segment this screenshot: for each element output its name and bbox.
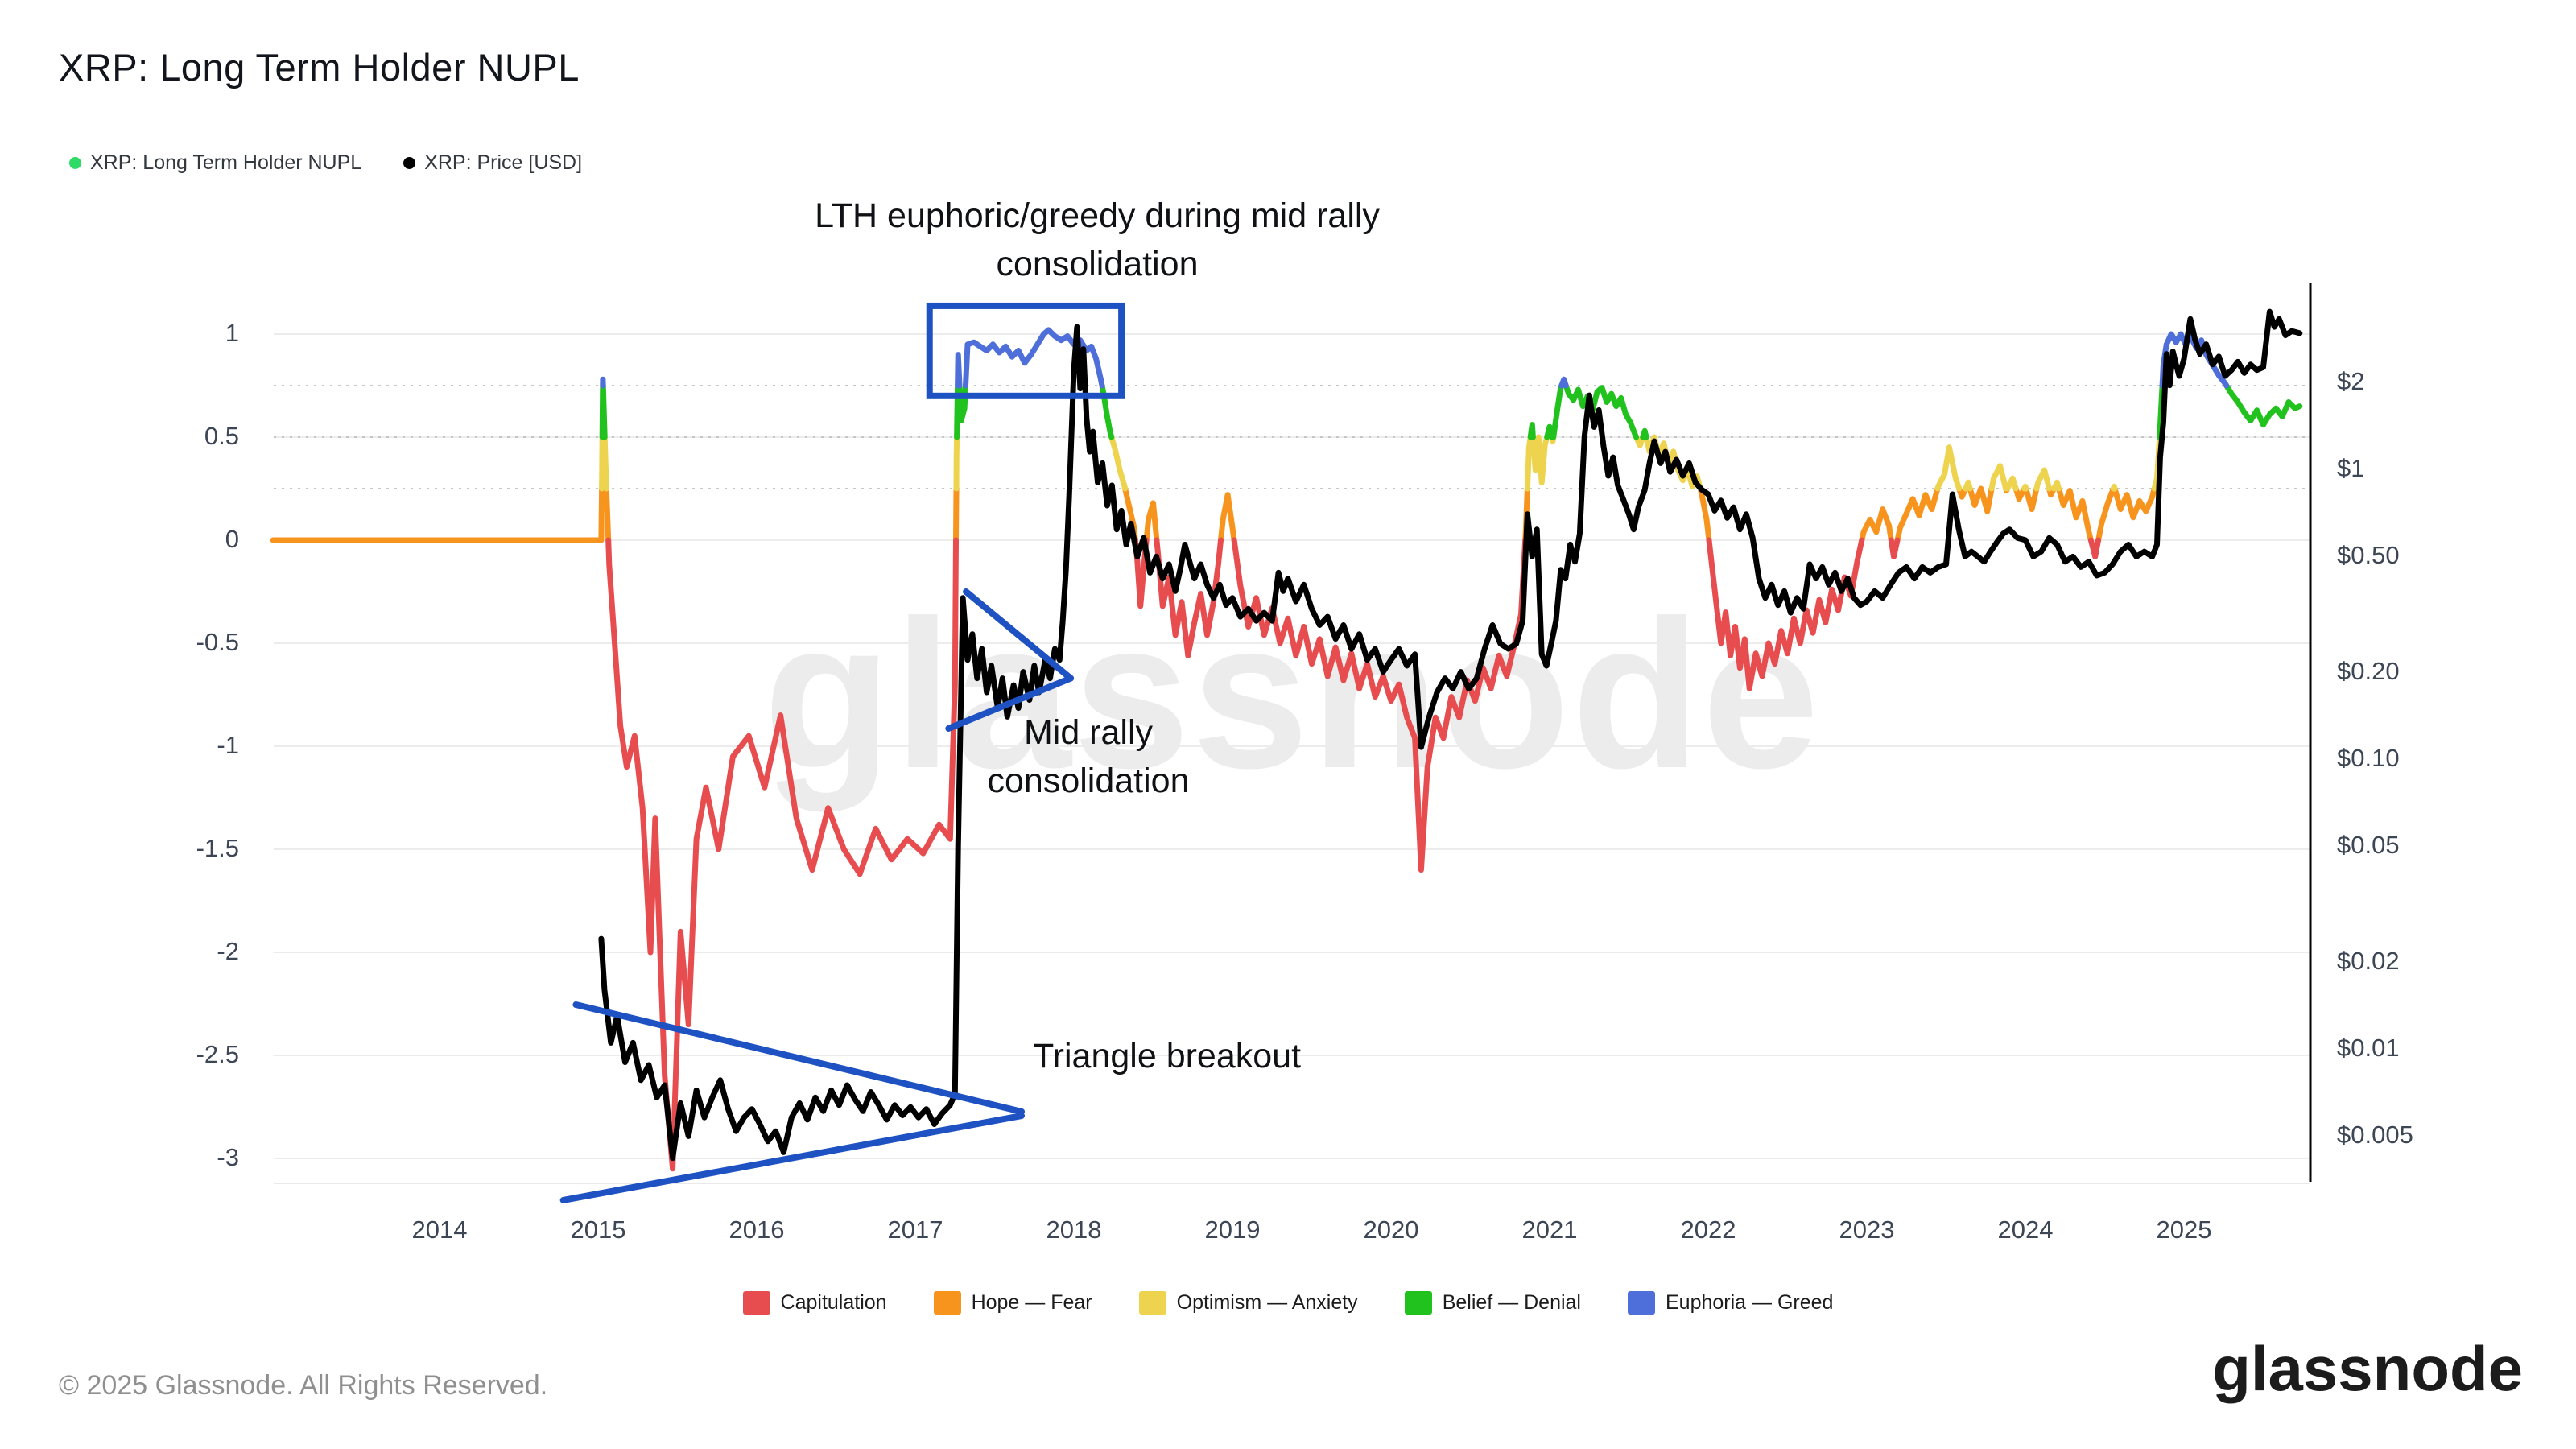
x-tick: 2024 [1997, 1216, 2054, 1244]
x-tick: 2019 [1204, 1216, 1261, 1244]
band-legend-item: Hope — Fear [933, 1291, 1092, 1315]
x-tick: 2020 [1363, 1216, 1419, 1244]
annotation-euphoria-label: LTH euphoric/greedy during mid rally con… [815, 196, 1380, 283]
right-tick: $0.20 [2337, 656, 2400, 685]
x-tick: 2018 [1046, 1216, 1102, 1244]
series-legend: XRP: Long Term Holder NUPL XRP: Price [US… [69, 151, 582, 175]
left-tick: -2 [217, 937, 239, 965]
band-legend-label: Capitulation [780, 1291, 887, 1314]
band-swatch-icon [933, 1291, 961, 1315]
series-legend-label: XRP: Long Term Holder NUPL [90, 151, 362, 174]
x-tick: 2025 [2156, 1216, 2212, 1244]
series-dot-icon [69, 157, 81, 169]
glassnode-logo: glassnode [2212, 1333, 2523, 1404]
x-tick: 2016 [729, 1216, 785, 1244]
band-legend-label: Optimism — Anxiety [1176, 1291, 1358, 1314]
left-tick: 0.5 [204, 422, 239, 450]
band-swatch-icon [1628, 1291, 1655, 1315]
x-tick: 2014 [411, 1216, 468, 1244]
band-swatch-icon [1404, 1291, 1432, 1315]
x-tick: 2015 [570, 1216, 626, 1244]
band-swatch-icon [1138, 1291, 1166, 1315]
x-tick: 2023 [1839, 1216, 1895, 1244]
right-tick: $1 [2337, 454, 2365, 482]
right-tick: $2 [2337, 366, 2365, 395]
annotation-midrally-label: Mid rally consolidation [987, 713, 1190, 800]
band-legend-item: Optimism — Anxiety [1138, 1291, 1358, 1315]
right-tick: $0.50 [2337, 541, 2400, 570]
left-tick: -1.5 [196, 834, 239, 862]
band-legend-label: Hope — Fear [971, 1291, 1092, 1314]
left-tick: -3 [217, 1143, 239, 1171]
band-legend-item: Belief — Denial [1404, 1291, 1581, 1315]
left-tick: 1 [225, 319, 239, 347]
left-tick: 0 [225, 525, 239, 553]
right-tick: $0.02 [2337, 946, 2400, 975]
band-legend-item: Euphoria — Greed [1628, 1291, 1833, 1315]
x-tick: 2022 [1680, 1216, 1736, 1244]
left-tick: -1 [217, 731, 239, 759]
right-tick: $0.01 [2337, 1034, 2400, 1062]
series-dot-icon [403, 157, 416, 169]
page-title: XRP: Long Term Holder NUPL [59, 46, 580, 89]
band-legend-label: Belief — Denial [1442, 1291, 1581, 1314]
x-tick: 2017 [887, 1216, 943, 1244]
series-legend-item[interactable]: XRP: Price [USD] [403, 151, 582, 175]
copyright: © 2025 Glassnode. All Rights Reserved. [59, 1370, 548, 1401]
left-tick: -0.5 [196, 628, 239, 656]
bands-legend: Capitulation Hope — Fear Optimism — Anxiet… [0, 1291, 2576, 1315]
right-tick: $0.05 [2337, 831, 2400, 860]
band-legend-item: Capitulation [742, 1291, 887, 1315]
right-tick: $0.10 [2337, 744, 2400, 772]
series-legend-item[interactable]: XRP: Long Term Holder NUPL [69, 151, 361, 175]
band-swatch-icon [742, 1291, 770, 1315]
series-legend-label: XRP: Price [USD] [424, 151, 583, 174]
annotation-breakout-label: Triangle breakout [1033, 1037, 1302, 1075]
band-legend-label: Euphoria — Greed [1666, 1291, 1834, 1314]
right-tick: $0.005 [2337, 1121, 2413, 1150]
x-tick: 2021 [1521, 1216, 1578, 1244]
left-tick: -2.5 [196, 1040, 239, 1068]
